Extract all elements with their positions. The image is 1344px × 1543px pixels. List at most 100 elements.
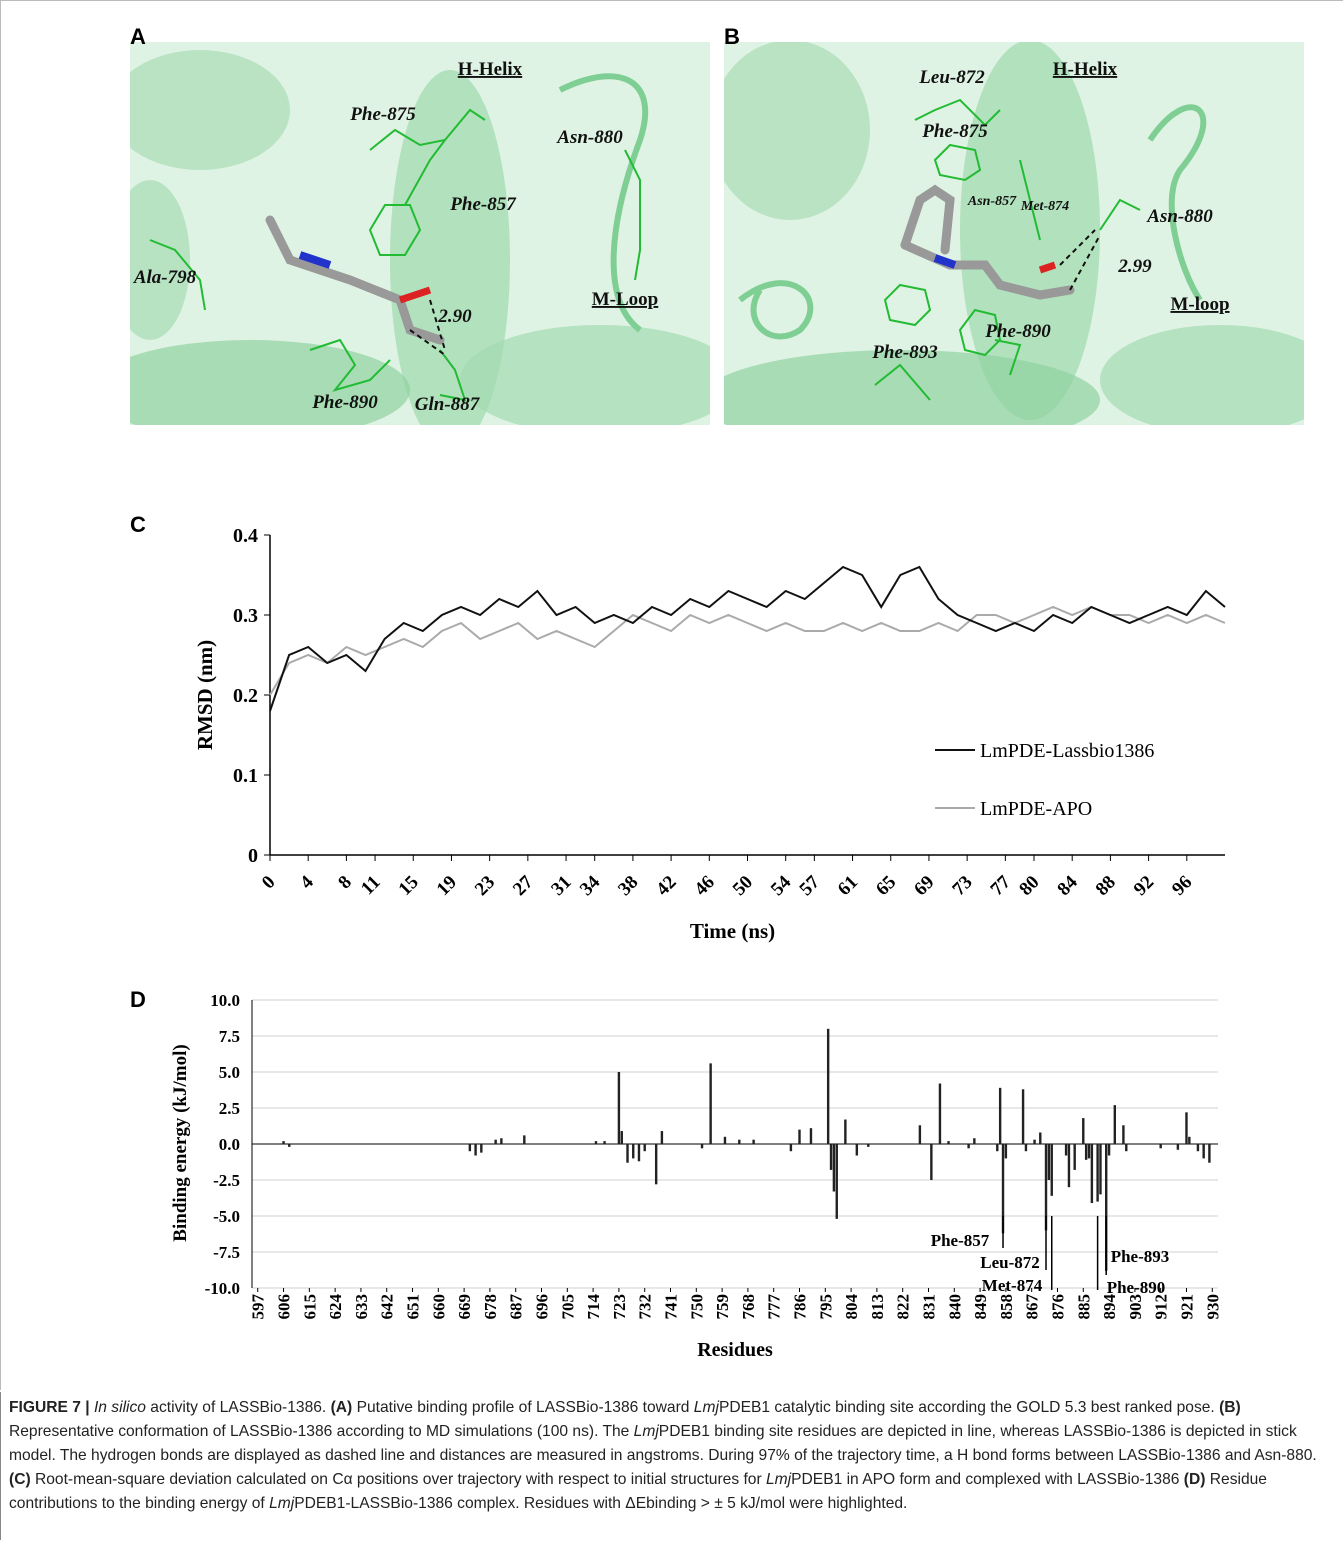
x-tick-label: 687 <box>507 1294 526 1320</box>
bar <box>1047 1144 1051 1180</box>
bar <box>844 1119 847 1144</box>
bar <box>603 1141 606 1144</box>
panel-letter: C <box>130 512 146 537</box>
bar <box>998 1087 1002 1144</box>
x-tick-label: 813 <box>868 1294 887 1320</box>
x-tick-label: 705 <box>558 1294 577 1320</box>
x-tick-label: 876 <box>1048 1294 1067 1320</box>
caption-text: (A) <box>330 1399 353 1416</box>
y-tick-label: 5.0 <box>219 1063 240 1082</box>
bar <box>474 1144 477 1156</box>
panel-letter: D <box>130 987 146 1012</box>
legend-label: LmPDE-Lassbio1386 <box>980 740 1154 762</box>
residue-label: Asn-857 <box>967 194 1017 209</box>
bar <box>1105 1144 1108 1271</box>
x-tick-label: 786 <box>790 1294 809 1320</box>
bar <box>918 1125 922 1144</box>
caption-text: Residue contributions to the binding ene… <box>9 1471 1267 1512</box>
bar <box>1113 1105 1117 1144</box>
residue-label: Phe-857 <box>449 194 517 215</box>
bar <box>1021 1089 1025 1144</box>
bar <box>1125 1144 1128 1152</box>
x-tick-label: 732 <box>636 1294 655 1320</box>
x-tick-label: 885 <box>1074 1294 1093 1320</box>
x-tick-label: 903 <box>1126 1294 1145 1320</box>
y-tick-label: 0.3 <box>233 605 258 627</box>
x-tick-label: 921 <box>1177 1294 1196 1320</box>
x-tick-label: 777 <box>765 1294 784 1320</box>
x-tick-label: 88 <box>1092 872 1120 900</box>
residue-label: M-Loop <box>592 289 659 310</box>
bar <box>809 1128 813 1144</box>
x-tick-label: 741 <box>662 1294 681 1320</box>
y-tick-label: 0 <box>248 845 258 867</box>
residue-label: Phe-890 <box>311 392 378 413</box>
residue-label: 2.90 <box>437 306 472 327</box>
y-tick-label: 2.5 <box>219 1099 240 1118</box>
x-tick-label: 65 <box>872 872 900 900</box>
residue-label: H-Helix <box>1053 59 1118 80</box>
x-tick-label: 831 <box>919 1294 938 1320</box>
bar <box>947 1141 950 1144</box>
bar <box>1107 1144 1111 1156</box>
caption-text: activity of LASSBio-1386. <box>145 1399 331 1416</box>
caption-text: PDEB1 catalytic binding site according t… <box>718 1399 1220 1416</box>
x-tick-label: 750 <box>687 1294 706 1320</box>
bar <box>660 1131 664 1144</box>
caption-label: FIGURE 7 | <box>9 1399 90 1416</box>
x-tick-label: 8 <box>334 872 356 894</box>
figure: A B H-Helix Phe-875 Asn-880 Phe-857 Ala-798 M… <box>130 24 1304 1361</box>
residue-label: Asn-880 <box>556 127 623 148</box>
bar <box>1096 1144 1099 1202</box>
residue-label: Phe-893 <box>871 342 937 363</box>
x-tick-label: 642 <box>378 1294 397 1320</box>
bar <box>709 1063 712 1144</box>
bar <box>1176 1144 1180 1150</box>
bar <box>752 1139 755 1144</box>
caption-text: (B) <box>1219 1399 1241 1416</box>
caption-text: Representative conformation of LASSBio-1… <box>9 1423 634 1440</box>
y-axis-title: RMSD (nm) <box>193 640 217 750</box>
caption-text: Lmj <box>269 1495 295 1512</box>
bar <box>626 1144 629 1163</box>
x-tick-label: 597 <box>249 1294 268 1320</box>
bar <box>643 1144 646 1152</box>
bar <box>1064 1144 1068 1156</box>
panel-letter: A <box>130 24 146 49</box>
bar <box>829 1144 833 1170</box>
residue-label: 2.99 <box>1117 256 1152 277</box>
legend-label: LmPDE-APO <box>980 798 1092 820</box>
caption-text: Lmj <box>633 1423 659 1440</box>
x-tick-label: 61 <box>834 872 862 900</box>
x-tick-label: 46 <box>691 872 719 900</box>
x-tick-label: 11 <box>357 872 385 900</box>
x-tick-label: 633 <box>352 1294 371 1320</box>
y-tick-label: -5.0 <box>213 1207 240 1226</box>
y-tick-label: 0.0 <box>219 1135 240 1154</box>
caption-text: (C) <box>9 1471 31 1488</box>
x-tick-label: 930 <box>1203 1294 1222 1320</box>
bar <box>1082 1118 1085 1144</box>
caption-text: Lmj <box>765 1471 792 1488</box>
bar <box>855 1144 859 1156</box>
residue-label: Asn-880 <box>1146 206 1213 227</box>
caption-text: Putative binding profile of LASSBio-1386… <box>352 1399 694 1416</box>
x-tick-label: 92 <box>1130 872 1158 900</box>
y-tick-label: 10.0 <box>210 991 240 1010</box>
panel-letter: B <box>724 24 740 49</box>
bar <box>288 1144 291 1147</box>
bar <box>967 1144 970 1149</box>
x-tick-label: 858 <box>997 1294 1016 1320</box>
x-tick-label: 669 <box>455 1294 474 1320</box>
x-tick-label: 4 <box>296 871 318 893</box>
x-tick-label: 23 <box>471 872 499 900</box>
x-tick-label: 54 <box>767 871 796 900</box>
bar <box>996 1144 999 1152</box>
annotation: Phe-893 <box>1111 1247 1170 1266</box>
x-tick-label: 31 <box>547 872 575 900</box>
x-tick-label: 759 <box>713 1294 732 1320</box>
bar <box>1024 1144 1028 1152</box>
bar <box>826 1028 830 1144</box>
x-tick-label: 867 <box>1023 1294 1042 1320</box>
